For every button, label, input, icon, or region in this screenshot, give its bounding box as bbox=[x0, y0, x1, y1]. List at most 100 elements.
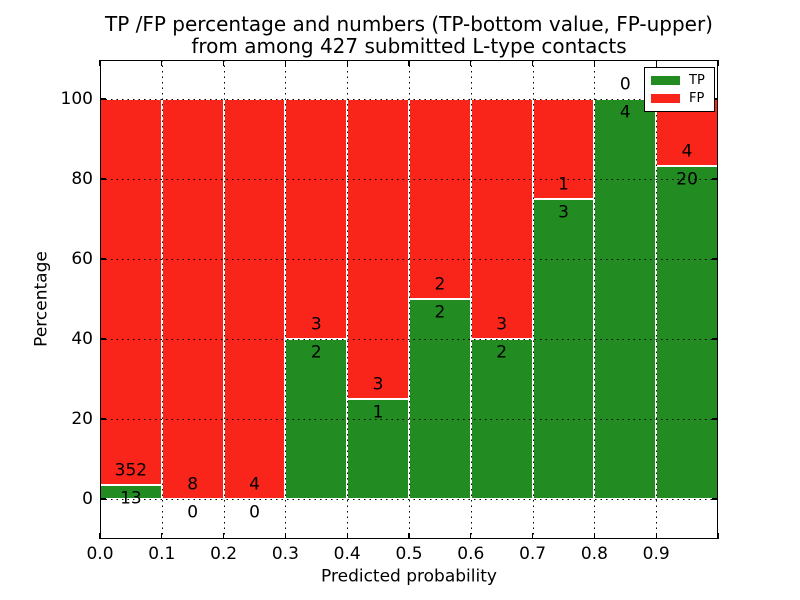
x-tick-mark bbox=[284, 60, 287, 66]
x-tick-mark bbox=[531, 533, 534, 539]
legend-label-fp: FP bbox=[689, 91, 705, 107]
vertical-gridline bbox=[656, 60, 658, 539]
x-tick-mark bbox=[717, 60, 719, 66]
y-tick-label: 100 bbox=[60, 89, 93, 109]
y-tick-mark bbox=[712, 258, 718, 260]
x-tick-label: 0.6 bbox=[457, 544, 485, 564]
y-tick-mark bbox=[712, 98, 718, 100]
plot-area: 352 13 8 0 4 0 3 2 3 1 2 2 3 2 1 3 0 4 4 20 bbox=[99, 60, 719, 539]
chart-title-line1: TP /FP percentage and numbers (TP-bottom… bbox=[105, 12, 713, 36]
x-tick-mark bbox=[222, 60, 225, 66]
legend-item-fp: FP bbox=[645, 92, 714, 105]
fp-bar-segment bbox=[100, 99, 162, 485]
y-tick-label: 0 bbox=[82, 489, 93, 509]
tp-bar-segment bbox=[409, 299, 471, 499]
fp-swatch-icon bbox=[651, 94, 680, 104]
legend: TP FP bbox=[644, 67, 715, 112]
y-tick-label: 40 bbox=[71, 329, 93, 349]
tp-count-label: 1 bbox=[372, 402, 384, 423]
fp-count-label: 352 bbox=[114, 460, 148, 481]
tp-swatch-icon bbox=[651, 75, 680, 85]
y-tick-label: 20 bbox=[71, 409, 93, 429]
horizontal-gridline bbox=[100, 179, 718, 180]
horizontal-gridline bbox=[100, 419, 718, 420]
legend-label-tp: TP bbox=[689, 72, 705, 88]
y-tick-mark bbox=[100, 418, 106, 420]
y-tick-mark bbox=[100, 338, 106, 340]
tp-count-label: 4 bbox=[619, 102, 631, 123]
tp-count-label: 3 bbox=[558, 202, 569, 223]
x-tick-mark bbox=[531, 60, 534, 66]
legend-item-tp: TP bbox=[645, 74, 714, 87]
tp-count-label: 13 bbox=[120, 488, 142, 509]
tp-bar-segment bbox=[656, 165, 718, 499]
fp-count-label: 2 bbox=[434, 274, 446, 295]
x-tick-mark bbox=[408, 60, 410, 66]
x-axis-label: Predicted probability bbox=[321, 566, 497, 587]
fp-bar-segment bbox=[470, 99, 533, 339]
fp-count-label: 0 bbox=[619, 74, 631, 95]
x-tick-mark bbox=[655, 60, 657, 66]
x-tick-mark bbox=[346, 533, 348, 539]
x-tick-mark bbox=[717, 533, 719, 539]
y-tick-mark bbox=[712, 418, 718, 420]
x-tick-mark bbox=[655, 533, 657, 539]
tp-count-label: 0 bbox=[249, 502, 260, 523]
tp-count-label: 2 bbox=[496, 342, 508, 363]
y-tick-label: 60 bbox=[71, 249, 93, 269]
x-tick-label: 0.3 bbox=[271, 544, 299, 564]
chart-title-line2: from among 427 submitted L-type contacts bbox=[191, 34, 627, 58]
horizontal-gridline bbox=[100, 99, 718, 100]
fp-count-label: 8 bbox=[187, 474, 199, 495]
x-tick-mark bbox=[593, 533, 596, 539]
x-tick-mark bbox=[99, 60, 101, 66]
vertical-gridline bbox=[161, 60, 163, 539]
fp-count-label: 3 bbox=[372, 374, 384, 395]
tp-count-label: 2 bbox=[434, 302, 446, 323]
x-tick-mark bbox=[161, 60, 163, 66]
y-tick-mark bbox=[712, 498, 718, 500]
horizontal-gridline bbox=[100, 499, 718, 500]
x-tick-mark bbox=[222, 533, 225, 539]
x-tick-mark bbox=[470, 60, 472, 66]
y-tick-mark bbox=[712, 338, 718, 340]
vertical-gridline bbox=[594, 60, 596, 539]
y-tick-mark bbox=[712, 178, 718, 180]
x-tick-label: 0.9 bbox=[642, 544, 670, 564]
fp-bar-segment bbox=[223, 99, 286, 499]
x-tick-label: 0.1 bbox=[148, 544, 176, 564]
tp-count-label: 20 bbox=[676, 169, 698, 190]
x-tick-mark bbox=[161, 533, 163, 539]
vertical-gridline bbox=[285, 60, 287, 539]
x-tick-mark bbox=[99, 533, 101, 539]
fp-count-label: 4 bbox=[249, 474, 260, 495]
y-tick-mark bbox=[100, 178, 106, 180]
fp-count-label: 4 bbox=[681, 141, 693, 162]
fp-bar-segment bbox=[347, 99, 409, 399]
x-tick-label: 0.4 bbox=[333, 544, 361, 564]
horizontal-gridline bbox=[100, 339, 718, 340]
y-tick-label: 80 bbox=[71, 169, 93, 189]
tp-count-label: 2 bbox=[310, 342, 322, 363]
x-tick-mark bbox=[470, 533, 472, 539]
tp-bar-segment bbox=[347, 399, 409, 499]
x-tick-label: 0.2 bbox=[210, 544, 238, 564]
fp-bar-segment bbox=[409, 99, 471, 299]
x-tick-mark bbox=[346, 60, 348, 66]
fp-bar-segment bbox=[285, 99, 348, 339]
vertical-gridline bbox=[470, 60, 472, 539]
horizontal-gridline bbox=[100, 259, 718, 260]
x-tick-label: 0.5 bbox=[395, 544, 423, 564]
fp-count-label: 3 bbox=[310, 314, 322, 335]
vertical-gridline bbox=[223, 60, 225, 539]
x-tick-mark bbox=[284, 533, 287, 539]
x-tick-label: 0.7 bbox=[519, 544, 547, 564]
x-tick-mark bbox=[593, 60, 596, 66]
tp-count-label: 0 bbox=[187, 502, 199, 523]
y-tick-mark bbox=[100, 498, 106, 500]
fp-count-label: 3 bbox=[496, 314, 508, 335]
y-axis-label: Percentage bbox=[31, 251, 52, 347]
fp-count-label: 1 bbox=[558, 174, 569, 195]
tp-bar-segment bbox=[532, 199, 595, 499]
